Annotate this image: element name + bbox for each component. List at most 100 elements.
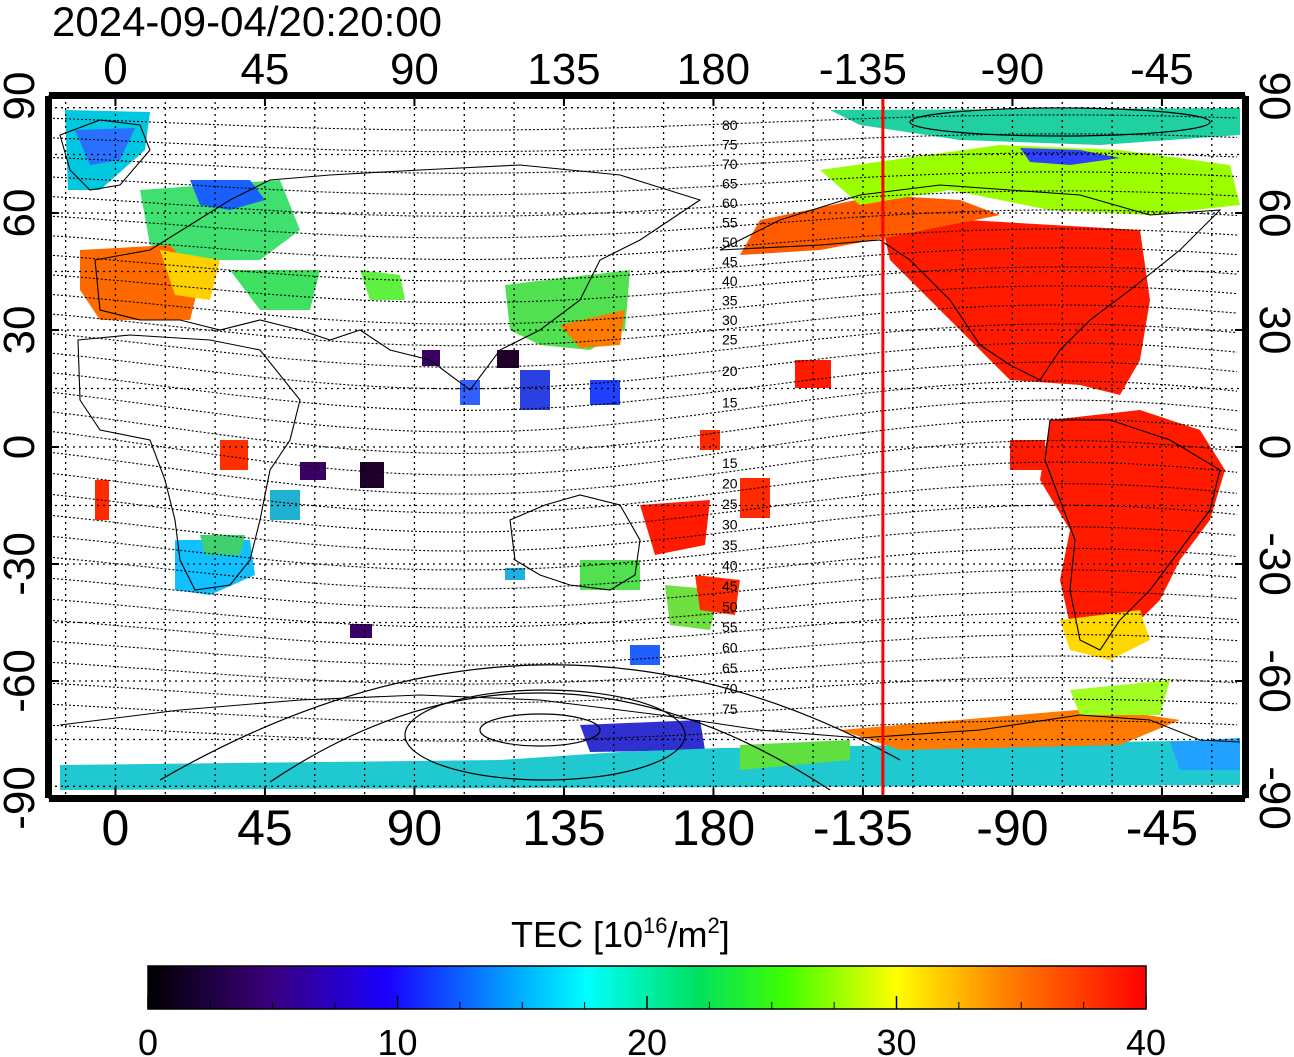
bottom-lon-label: 0 [102, 800, 130, 856]
tec-spot [350, 624, 372, 638]
left-lat-label: 0 [0, 435, 44, 459]
contour-label: 25 [722, 496, 738, 512]
tec-region-antarctic-east [580, 720, 705, 752]
magnetic-latitude-line [49, 247, 1238, 282]
magnetic-latitude-line [49, 380, 1238, 433]
contour-label: 20 [722, 363, 738, 379]
magnetic-latitude-line [49, 547, 1238, 590]
contour-label: 75 [722, 701, 738, 717]
tec-spot [460, 380, 480, 405]
contour-label: 30 [722, 517, 738, 533]
contour-label: 40 [722, 273, 738, 289]
tec-spot [590, 380, 620, 405]
contour-label: 75 [722, 137, 738, 153]
tec-spot [700, 430, 720, 450]
contour-ring [404, 689, 686, 781]
tec-region-antarctic-blue-east [1170, 738, 1240, 770]
left-lat-label: -90 [0, 766, 44, 830]
tec-region-drake [1070, 680, 1170, 715]
contour-label: 35 [722, 537, 738, 553]
left-lat-label: -30 [0, 532, 44, 596]
top-lon-label: 0 [103, 45, 127, 94]
contour-label: 60 [722, 195, 738, 211]
bottom-longitude-labels: 0 45 90 135 180 -135 -90 -45 [102, 800, 1199, 856]
contour-label: 80 [722, 117, 738, 133]
tec-spot [505, 568, 525, 580]
contour-ring [479, 713, 601, 747]
contour-arc [159, 664, 901, 781]
map-bottom-bar [49, 795, 1245, 802]
magnetic-latitude-contours [49, 114, 1238, 742]
right-lat-label: 90 [1250, 72, 1294, 121]
right-lat-label: 30 [1250, 306, 1294, 355]
right-lat-label: 60 [1250, 189, 1294, 238]
bottom-lon-label: -45 [1126, 800, 1198, 856]
tec-region-south-america [1040, 410, 1225, 640]
contour-label: 35 [722, 293, 738, 309]
axis-ticks [49, 95, 1245, 799]
colorbar-tick-label: 20 [627, 1022, 667, 1057]
coastline-antarctica [59, 694, 1241, 743]
right-lat-label: 0 [1250, 435, 1294, 459]
tec-spot [630, 645, 660, 665]
tec-data-layer [60, 108, 1240, 790]
world-map: 80 75 70 65 60 55 50 45 40 35 30 25 20 15 15 20 25 30 35 40… [49, 96, 1245, 798]
magnetic-latitude-line [49, 590, 1238, 628]
contour-label: 50 [722, 599, 738, 615]
colorbar-ticks: 0 10 20 30 40 [138, 996, 1166, 1057]
right-lat-label: -60 [1250, 649, 1294, 713]
contour-label: 25 [722, 332, 738, 348]
contour-label: 50 [722, 234, 738, 250]
contour-label: 65 [722, 660, 738, 676]
right-lat-label: -90 [1250, 766, 1294, 830]
magnetic-latitude-line [49, 323, 1238, 368]
tec-region-alaska [740, 195, 1000, 255]
colorbar-tick-label: 10 [377, 1022, 417, 1057]
tec-spot [1010, 440, 1045, 470]
tec-region-canada-north [820, 145, 1240, 215]
map-left-bar [45, 96, 52, 798]
top-lon-label: 90 [390, 45, 439, 94]
left-latitude-labels: 90 60 30 0 -30 -60 -90 [0, 72, 44, 830]
coastlines [59, 119, 1241, 743]
bottom-lon-label: -90 [976, 800, 1048, 856]
tec-spot [422, 350, 440, 366]
magnetic-latitude-line [49, 418, 1238, 476]
contour-label: 20 [722, 476, 738, 492]
bottom-lon-label: 45 [237, 800, 293, 856]
tec-spot [740, 478, 770, 518]
bottom-lon-label: -135 [813, 800, 913, 856]
tec-region-central-asia [360, 270, 405, 300]
tec-region-scandinavia-blue [190, 180, 265, 210]
contour-label: 45 [722, 254, 738, 270]
tec-region-antarctic-green [740, 740, 850, 770]
magnetic-latitude-line [49, 304, 1238, 347]
tec-region-russia [230, 270, 320, 310]
magnetic-latitude-line [49, 504, 1238, 552]
bottom-lon-label: 135 [522, 800, 605, 856]
tec-spot [497, 350, 519, 368]
contour-labels: 80 75 70 65 60 55 50 45 40 35 30 25 20 15 15 20 25 30 35 40… [722, 117, 738, 717]
contour-label: 40 [722, 558, 738, 574]
timestamp-title: 2024-09-04/20:20:00 [52, 0, 442, 45]
colorbar-tick-label: 30 [876, 1022, 916, 1057]
tec-spot [300, 462, 326, 480]
coastline-south-america [1044, 419, 1221, 651]
left-lat-label: 90 [0, 72, 44, 121]
magnetic-latitude-line [49, 440, 1238, 495]
tec-region-canada-blue [1020, 148, 1120, 165]
contour-label: 15 [722, 395, 738, 411]
coastline-north-america [719, 184, 1222, 381]
left-lat-label: -60 [0, 649, 44, 713]
magnetic-latitude-line [49, 483, 1238, 533]
south-pole-contours [159, 664, 901, 791]
tec-region-greenland-west-blue [75, 128, 135, 165]
coastline-australia [509, 494, 641, 591]
contour-label: 70 [722, 681, 738, 697]
colorbar-title: TEC [1016/m2] [511, 913, 730, 955]
top-lon-label: 180 [677, 45, 750, 94]
tec-spot [360, 462, 384, 488]
tec-spot [220, 440, 248, 470]
contour-label: 55 [722, 215, 738, 231]
